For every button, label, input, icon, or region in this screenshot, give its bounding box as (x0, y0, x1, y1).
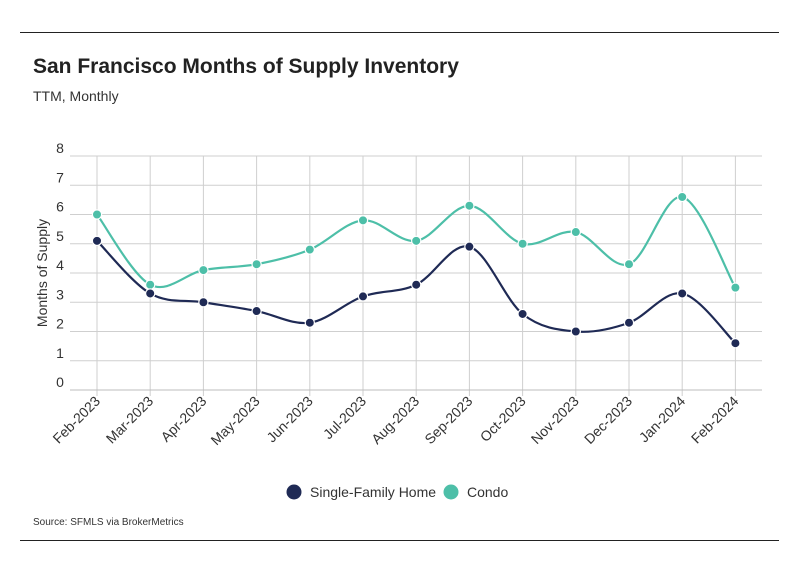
y-tick-label: 8 (56, 140, 64, 156)
single-family-point (464, 241, 475, 252)
legend-label-single-family: Single-Family Home (310, 484, 436, 500)
x-tick-label: Mar-2023 (103, 393, 157, 447)
condo-point (91, 209, 103, 220)
y-tick-label: 3 (56, 286, 64, 302)
y-tick-label: 6 (56, 199, 64, 215)
x-tick-label: Nov-2023 (528, 393, 582, 447)
condo-point (517, 238, 528, 249)
condo-point (677, 191, 688, 203)
single-family-point (357, 291, 369, 302)
legend-marker-condo (443, 484, 459, 500)
x-tick-label: Jun-2023 (263, 393, 316, 446)
condo-point (730, 282, 741, 293)
x-tick-label: Jul-2023 (320, 393, 369, 442)
chart-subtitle: TTM, Monthly (33, 88, 119, 104)
single-family-point (411, 279, 422, 290)
y-tick-label: 0 (56, 374, 64, 390)
x-tick-label: Jan-2024 (636, 393, 689, 446)
x-tick-label: Dec-2023 (581, 393, 635, 447)
bottom-rule (20, 540, 779, 541)
y-tick-label: 1 (56, 345, 64, 361)
y-tick-label: 5 (56, 228, 64, 244)
condo-point (464, 200, 475, 211)
x-tick-label: Oct-2023 (477, 393, 529, 445)
x-tick-label: Feb-2023 (49, 393, 103, 447)
condo-point (357, 215, 369, 226)
x-tick-label: May-2023 (207, 393, 262, 448)
y-tick-label: 4 (56, 257, 64, 273)
grid (70, 155, 762, 396)
x-tick-label: Apr-2023 (157, 393, 209, 445)
y-tick-label: 2 (56, 316, 64, 332)
condo-point (251, 259, 262, 270)
single-family-point (144, 288, 156, 299)
legend-marker-single-family (286, 484, 302, 500)
condo-point (411, 235, 422, 247)
x-tick-label: Feb-2024 (688, 393, 742, 447)
single-family-point (91, 235, 103, 247)
single-family-point (570, 326, 582, 337)
single-family-point (517, 308, 528, 320)
condo-point (304, 244, 315, 255)
condo-point (198, 264, 209, 276)
condo-point (144, 279, 156, 290)
x-tick-label: Sep-2023 (421, 393, 475, 447)
single-family-point (251, 305, 262, 317)
single-family-point (304, 317, 315, 328)
single-family-point (677, 288, 688, 299)
y-axis-title: Months of Supply (34, 219, 50, 327)
top-rule (20, 32, 779, 33)
chart-title: San Francisco Months of Supply Inventory (33, 55, 459, 78)
y-tick-label: 7 (56, 169, 64, 185)
condo-point (623, 259, 635, 270)
source-note: Source: SFMLS via BrokerMetrics (33, 517, 184, 528)
single-family-point (730, 338, 741, 349)
single-family-point (198, 297, 209, 308)
condo-point (570, 226, 582, 238)
x-tick-label: Aug-2023 (368, 393, 422, 447)
legend-label-condo: Condo (467, 484, 508, 500)
single-family-point (623, 317, 635, 328)
